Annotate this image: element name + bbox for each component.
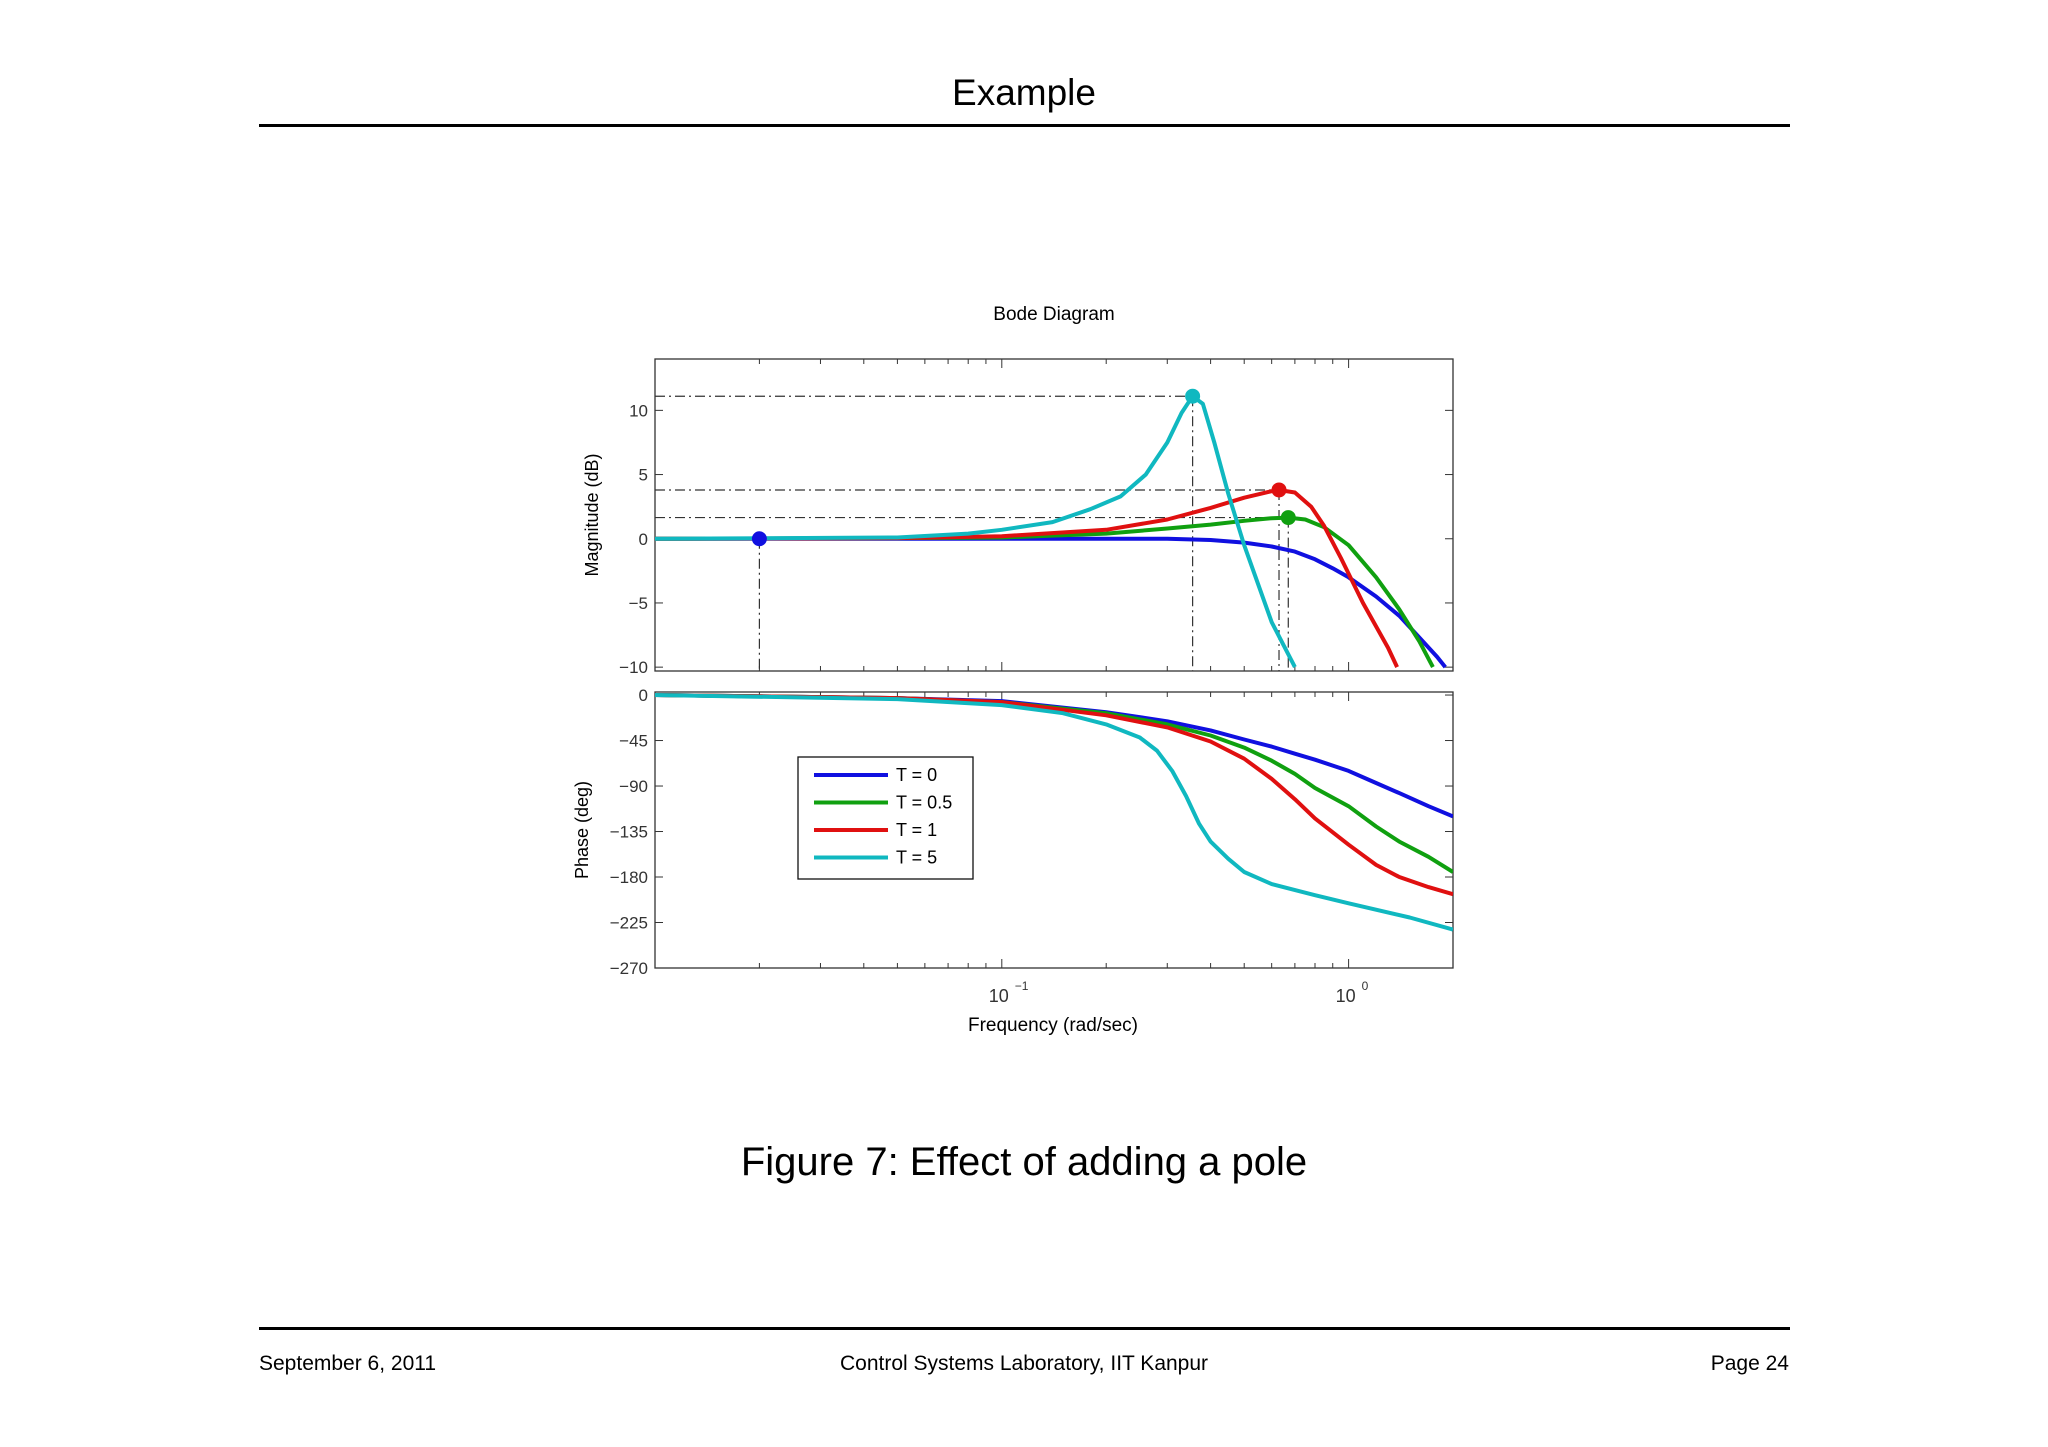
phase-tick-label: −135 <box>610 823 648 842</box>
magnitude-tick-label: 5 <box>639 466 648 485</box>
phase-line-t-5 <box>655 693 1453 932</box>
magnitude-axes-frame <box>654 358 1454 672</box>
phase-tick-label: −45 <box>619 732 648 751</box>
x-tick-label-base: 10 <box>989 986 1009 1006</box>
peak-marker-t-0 <box>751 531 767 547</box>
magnitude-tick-label: −5 <box>629 594 648 613</box>
legend-label-t-5: T = 5 <box>896 848 937 868</box>
magnitude-tick-label: −10 <box>619 658 648 677</box>
phase-tick-label: −225 <box>610 914 648 933</box>
phase-axes-frame <box>654 691 1454 969</box>
magnitude-tick-label: 10 <box>629 401 648 420</box>
peak-marker-t-0-5 <box>1280 510 1296 526</box>
footer-lab: Control Systems Laboratory, IIT Kanpur <box>839 1352 1209 1375</box>
slide-title: Example <box>952 72 1096 113</box>
phase-axis-label: Phase (deg) <box>572 781 592 879</box>
x-tick-label-base: 10 <box>1336 986 1356 1006</box>
footer-page: Page 24 <box>1710 1352 1789 1375</box>
phase-tick-label: −180 <box>610 868 648 887</box>
figure-caption: Figure 7: Effect of adding a pole <box>740 1140 1308 1184</box>
x-axis-label: Frequency (rad/sec) <box>968 1015 1138 1036</box>
legend-label-t-0-5: T = 0.5 <box>896 793 952 813</box>
chart-title: Bode Diagram <box>993 304 1114 325</box>
phase-tick-label: 0 <box>639 686 648 705</box>
legend-label-t-0: T = 0 <box>896 765 937 785</box>
peak-marker-t-1 <box>1271 482 1287 498</box>
footer-rule <box>259 1327 1790 1330</box>
phase-line-t-0-5 <box>655 693 1453 874</box>
magnitude-tick-label: 0 <box>639 530 648 549</box>
legend-label-t-1: T = 1 <box>896 820 937 840</box>
x-tick-label-exponent: 0 <box>1362 979 1369 993</box>
magnitude-line-t-5 <box>655 394 1297 669</box>
peak-marker-t-5 <box>1185 388 1201 404</box>
phase-tick-label: −90 <box>619 777 648 796</box>
phase-tick-label: −270 <box>610 959 648 978</box>
header-rule <box>259 124 1790 127</box>
phase-line-t-1 <box>655 693 1453 897</box>
magnitude-line-t-0-5 <box>655 515 1435 669</box>
footer-date: September 6, 2011 <box>259 1352 437 1375</box>
magnitude-line-t-0 <box>655 536 1447 669</box>
x-tick-label-exponent: −1 <box>1015 979 1029 993</box>
magnitude-axis-label: Magnitude (dB) <box>582 453 602 576</box>
